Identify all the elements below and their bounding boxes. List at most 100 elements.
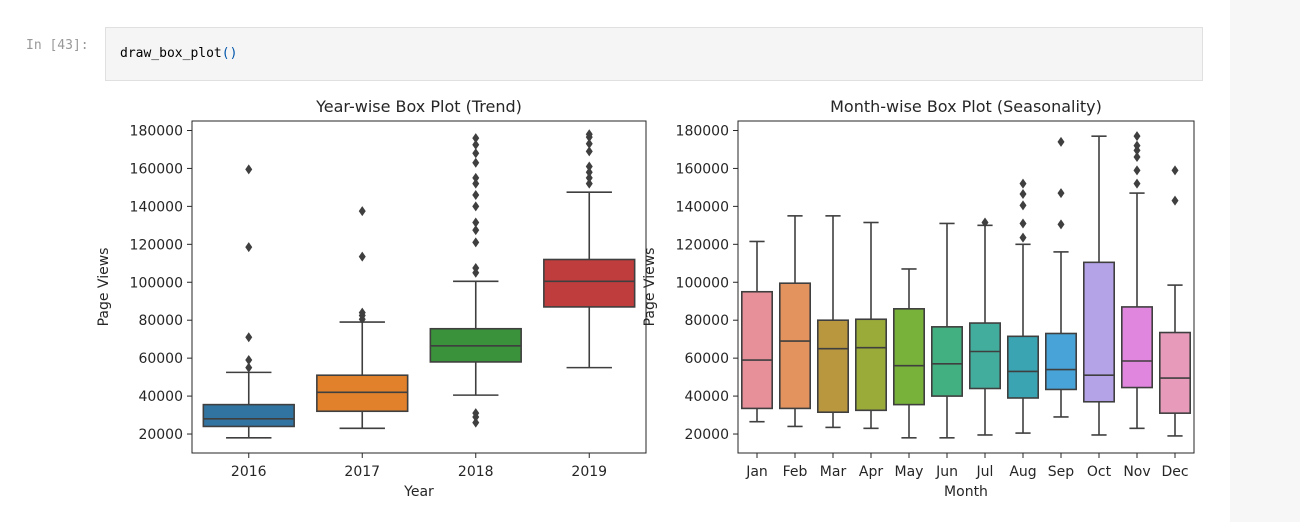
outlier-point	[1057, 188, 1065, 199]
x-tick-label: Sep	[1048, 464, 1075, 480]
right-gutter	[1230, 0, 1300, 522]
chart-month: Month-wise Box Plot (Seasonality) Page Vi…	[642, 97, 1195, 500]
outlier-point	[472, 178, 480, 189]
x-tick-label: 2016	[231, 464, 267, 480]
box-iqr	[892, 308, 925, 406]
outlier-point	[245, 332, 253, 343]
notebook-cell: In [43]: draw_box_plot() Year-wise Box P…	[26, 27, 1203, 500]
y-tick-label: 160000	[130, 161, 183, 177]
outlier-point	[981, 217, 989, 228]
x-tick-label: Nov	[1123, 464, 1150, 480]
box-iqr	[854, 318, 887, 412]
outlier-point	[472, 157, 480, 168]
x-tick-label: Jul	[976, 464, 994, 480]
outlier-point	[1133, 131, 1141, 142]
box-Jul	[968, 217, 1001, 436]
box-iqr	[930, 326, 963, 397]
outlier-point	[1057, 136, 1065, 147]
y-tick-label: 140000	[130, 199, 183, 215]
cell-prompt: In [43]:	[26, 38, 89, 53]
outlier-point	[472, 148, 480, 159]
outlier-point	[1171, 195, 1179, 206]
outlier-point	[472, 217, 480, 228]
outlier-point	[585, 172, 593, 183]
chart-year: Year-wise Box Plot (Trend) Page Views Year…	[96, 97, 647, 500]
outlier-point	[585, 138, 593, 149]
outlier-point	[1133, 152, 1141, 163]
outlier-point	[245, 164, 253, 175]
outlier-point	[585, 161, 593, 172]
outlier-point	[472, 172, 480, 183]
y-tick-label: 120000	[676, 237, 729, 253]
y-tick-label: 60000	[138, 351, 183, 367]
box-iqr	[1159, 331, 1192, 414]
outlier-point	[1019, 200, 1027, 211]
box-iqr	[740, 290, 773, 410]
x-tick-label: Aug	[1009, 464, 1036, 480]
y-tick-label: 20000	[684, 427, 729, 443]
code-line[interactable]: draw_box_plot()	[120, 46, 237, 61]
x-tick-label: 2019	[571, 464, 607, 480]
code-parens: ()	[221, 46, 238, 61]
box-May	[892, 268, 925, 439]
chart-title: Year-wise Box Plot (Trend)	[315, 97, 522, 116]
y-tick-label: 180000	[130, 123, 183, 139]
y-tick-label: 80000	[138, 313, 183, 329]
outlier-point	[245, 355, 253, 366]
y-axis-label: Page Views	[96, 248, 112, 327]
outlier-point	[1133, 140, 1141, 151]
box-iqr	[1121, 306, 1154, 389]
box-Dec	[1159, 165, 1192, 437]
x-tick-label: Jan	[745, 464, 768, 480]
outlier-point	[472, 139, 480, 150]
box-Sep	[1045, 136, 1078, 418]
box-Feb	[778, 215, 811, 428]
code-input-area[interactable]: draw_box_plot()	[105, 27, 1203, 81]
outlier-point	[472, 201, 480, 212]
y-tick-label: 80000	[684, 313, 729, 329]
x-tick-label: 2018	[458, 464, 494, 480]
outlier-point	[245, 362, 253, 373]
outlier-point	[585, 167, 593, 178]
outlier-point	[472, 408, 480, 419]
outlier-point	[472, 263, 480, 274]
y-tick-label: 20000	[138, 427, 183, 443]
y-tick-label: 100000	[130, 275, 183, 291]
outlier-point	[472, 237, 480, 248]
box-2016	[202, 164, 295, 439]
code-function-name: draw_box_plot	[120, 46, 222, 61]
y-axis-label: Page Views	[642, 248, 658, 327]
box-2019	[543, 129, 636, 369]
plot-frame	[191, 120, 647, 454]
y-tick-label: 180000	[676, 123, 729, 139]
box-Jun	[930, 222, 963, 439]
y-tick-label: 40000	[684, 389, 729, 405]
outlier-point	[1133, 178, 1141, 189]
outlier-point	[358, 251, 366, 262]
box-Aug	[1006, 178, 1039, 434]
box-iqr	[1006, 335, 1039, 399]
x-tick-label: Jun	[935, 464, 958, 480]
box-iqr	[816, 319, 849, 414]
x-tick-label: Mar	[820, 464, 847, 480]
box-Oct	[1083, 135, 1116, 436]
outlier-point	[1019, 218, 1027, 229]
outlier-point	[358, 307, 366, 318]
x-tick-label: Oct	[1087, 464, 1112, 480]
outlier-point	[585, 146, 593, 157]
box-Mar	[816, 215, 849, 429]
box-Apr	[854, 221, 887, 430]
box-iqr	[1045, 332, 1078, 391]
x-axis-label: Year	[403, 484, 434, 500]
outlier-point	[1019, 232, 1027, 243]
y-tick-label: 120000	[130, 237, 183, 253]
outlier-point	[585, 129, 593, 140]
y-tick-label: 140000	[676, 199, 729, 215]
x-tick-label: May	[895, 464, 924, 480]
box-iqr	[202, 403, 295, 428]
box-iqr	[968, 322, 1001, 390]
y-tick-label: 60000	[684, 351, 729, 367]
outlier-point	[1133, 165, 1141, 176]
outlier-point	[472, 225, 480, 236]
box-iqr	[778, 282, 811, 410]
